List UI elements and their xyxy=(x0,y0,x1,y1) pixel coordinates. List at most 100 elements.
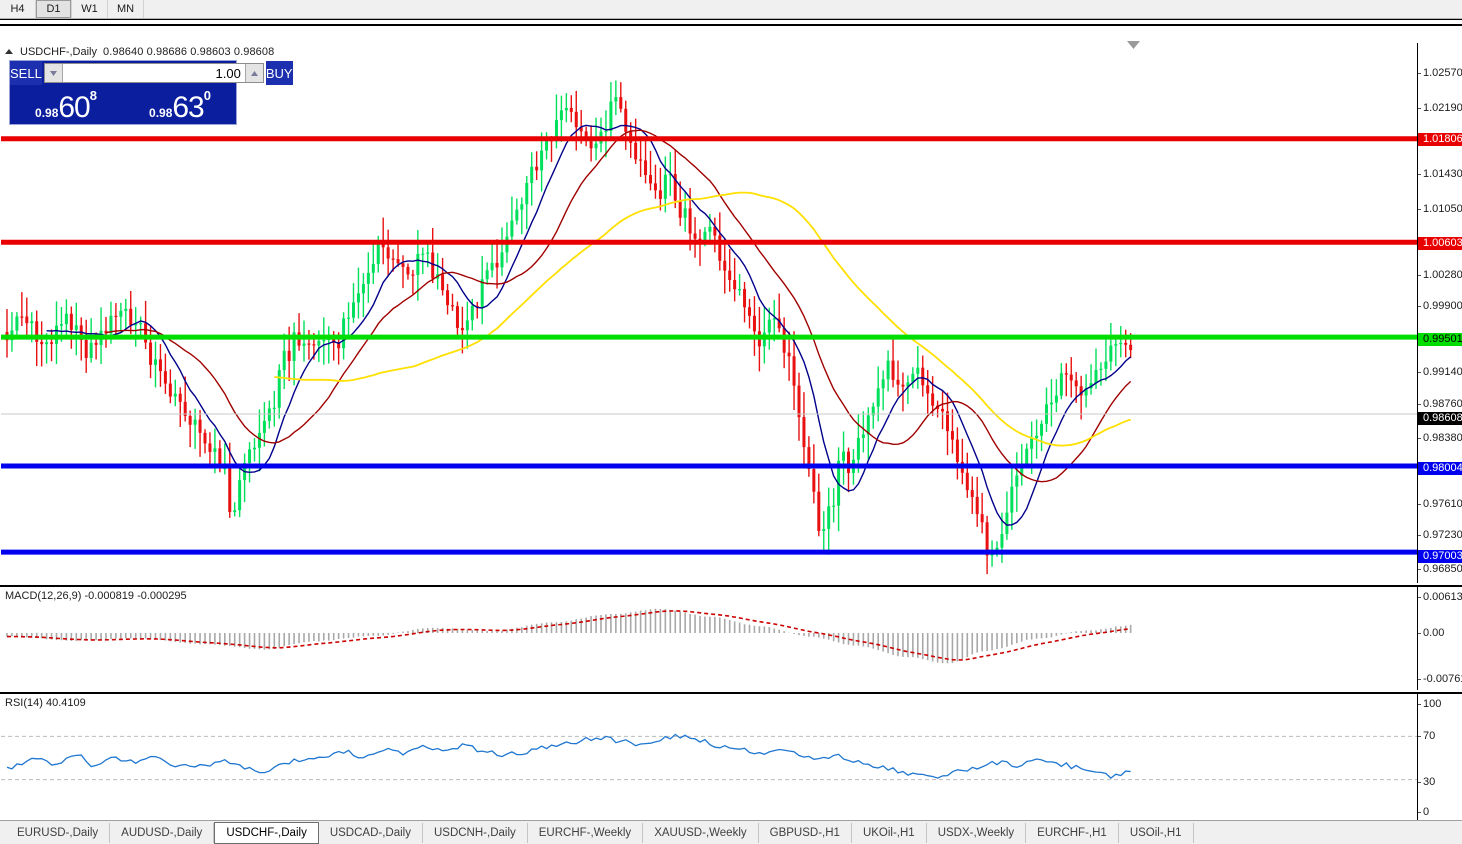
price-level-badge-resistance-2[interactable]: 1.00603 xyxy=(1418,237,1462,250)
price-plot-area[interactable] xyxy=(1,43,1418,583)
window-tab-eurchfh1[interactable]: EURCHF-,H1 xyxy=(1026,822,1119,843)
price-tick xyxy=(1418,275,1421,276)
macd-tick-label: -0.007612 xyxy=(1423,673,1462,685)
price-tick xyxy=(1418,209,1421,210)
price-tick xyxy=(1418,174,1421,175)
rsi-title: RSI(14) 40.4109 xyxy=(5,697,86,709)
macd-scale: 0.00613 0.00 -0.007612 xyxy=(1418,587,1462,690)
price-tick-label: 0.99140 xyxy=(1423,366,1462,378)
sell-price-prefix: 0.98 xyxy=(35,106,59,120)
macd-plot-area[interactable] xyxy=(1,587,1418,690)
volume-input[interactable] xyxy=(62,64,245,82)
price-tick-label: 1.01050 xyxy=(1423,203,1462,215)
spinner-up-icon[interactable] xyxy=(244,64,263,82)
rsi-tick-label: 0 xyxy=(1423,806,1430,818)
rsi-tick xyxy=(1418,812,1421,813)
macd-title: MACD(12,26,9) -0.000819 -0.000295 xyxy=(5,590,187,602)
timeframe-d1[interactable]: D1 xyxy=(36,0,72,18)
rsi-tick xyxy=(1418,782,1421,783)
price-level-badge-support-2[interactable]: 0.97003 xyxy=(1418,550,1462,563)
window-tab-usdchfdaily[interactable]: USDCHF-,Daily xyxy=(214,821,319,844)
buy-price-prefix: 0.98 xyxy=(149,106,173,120)
price-level-badge-resistance-1[interactable]: 1.01806 xyxy=(1418,133,1462,146)
sell-label[interactable]: SELL xyxy=(10,61,42,85)
price-tick xyxy=(1418,569,1421,570)
window-tab-gbpusdh1[interactable]: GBPUSD-,H1 xyxy=(759,822,852,843)
macd-tick xyxy=(1418,633,1421,634)
sell-price-sup: 8 xyxy=(89,88,97,103)
price-tick xyxy=(1418,372,1421,373)
buy-price-big: 63 xyxy=(172,91,204,124)
rsi-tick-label: 100 xyxy=(1423,698,1442,710)
oct-top-row: SELL BUY xyxy=(10,61,293,85)
price-tick xyxy=(1418,73,1421,74)
price-tick xyxy=(1418,108,1421,109)
timeframe-mn[interactable]: MN xyxy=(108,0,144,18)
scroll-position-triangle-icon[interactable] xyxy=(1127,41,1140,49)
price-tick xyxy=(1418,404,1421,405)
macd-chart-svg xyxy=(6,608,1132,664)
price-level-badge-pivot[interactable]: 0.99501 xyxy=(1418,333,1462,346)
price-tick xyxy=(1418,535,1421,536)
window-tab-eurchfweekly[interactable]: EURCHF-,Weekly xyxy=(528,822,644,843)
window-tab-usdcaddaily[interactable]: USDCAD-,Daily xyxy=(319,822,423,843)
spinner-down-icon[interactable] xyxy=(44,64,63,82)
timeframe-toolbar: H4 D1 W1 MN xyxy=(0,0,1462,19)
price-tick-label: 0.97610 xyxy=(1423,498,1462,510)
price-tick-label: 0.97230 xyxy=(1423,529,1462,541)
chart-border xyxy=(0,24,1462,821)
price-level-badge-current-price[interactable]: 0.98608 xyxy=(1418,412,1462,425)
price-chart-svg xyxy=(1,80,1417,575)
rsi-tick xyxy=(1418,704,1421,705)
one-click-trading-panel: SELL BUY 0.98 60 8 xyxy=(9,60,293,125)
chart-window-tabbar: EURUSD-,Daily AUDUSD-,Daily USDCHF-,Daily U… xyxy=(0,820,1462,844)
macd-pane[interactable]: MACD(12,26,9) -0.000819 -0.000295 0.0061… xyxy=(0,585,1462,690)
price-scale[interactable]: 1.02570 1.02190 1.01430 1.01050 1.00280 0.999… xyxy=(1418,43,1462,583)
price-tick-label: 1.02190 xyxy=(1423,102,1462,114)
rsi-tick-label: 30 xyxy=(1423,776,1436,788)
chart-ohlc-values: 0.98640 0.98686 0.98603 0.98608 xyxy=(103,46,275,58)
window-tab-usdxweekly[interactable]: USDX-,Weekly xyxy=(927,822,1027,843)
window-tab-usdcnhdaily[interactable]: USDCNH-,Daily xyxy=(423,822,528,843)
price-tick xyxy=(1418,504,1421,505)
price-tick-label: 1.02570 xyxy=(1423,67,1462,79)
price-tick xyxy=(1418,438,1421,439)
rsi-plot-area[interactable] xyxy=(1,694,1418,820)
symbol-header: USDCHF-,Daily 0.98640 0.98686 0.98603 0.… xyxy=(4,45,274,59)
timeframe-h4[interactable]: H4 xyxy=(0,0,36,18)
rsi-chart-svg xyxy=(1,733,1417,781)
macd-tick-label: 0.00 xyxy=(1423,627,1445,639)
price-tick-label: 0.99900 xyxy=(1423,300,1462,312)
price-level-badge-support-1[interactable]: 0.98004 xyxy=(1418,462,1462,475)
buy-label[interactable]: BUY xyxy=(265,61,293,85)
rsi-tick-label: 70 xyxy=(1423,730,1436,742)
collapse-triangle-icon[interactable] xyxy=(4,47,14,57)
rsi-scale: 100 70 30 0 xyxy=(1418,694,1462,820)
volume-field-wrapper xyxy=(43,63,264,83)
buy-price-button[interactable]: 0.98 63 0 xyxy=(124,85,236,124)
macd-tick xyxy=(1418,597,1421,598)
price-tick-label: 1.01430 xyxy=(1423,168,1462,180)
price-tick-label: 0.98380 xyxy=(1423,432,1462,444)
window-tab-ukoilh1[interactable]: UKOil-,H1 xyxy=(852,822,927,843)
price-pane[interactable]: 1.02570 1.02190 1.01430 1.01050 1.00280 0.999… xyxy=(0,43,1462,583)
price-tick-label: 1.00280 xyxy=(1423,269,1462,281)
window-tab-audusddaily[interactable]: AUDUSD-,Daily xyxy=(110,822,215,843)
macd-tick xyxy=(1418,679,1421,680)
chart-frame: USDCHF-,Daily 0.98640 0.98686 0.98603 0.… xyxy=(0,19,1462,840)
macd-tick-label: 0.00613 xyxy=(1423,591,1462,603)
price-tick-label: 0.96850 xyxy=(1423,563,1462,575)
timeframe-w1[interactable]: W1 xyxy=(72,0,108,18)
buy-price-sup: 0 xyxy=(203,88,211,103)
rsi-tick xyxy=(1418,736,1421,737)
oct-price-row: 0.98 60 8 0.98 63 0 xyxy=(10,85,236,124)
sell-price-button[interactable]: 0.98 60 8 xyxy=(10,85,124,124)
window-tab-eurusddaily[interactable]: EURUSD-,Daily xyxy=(6,822,111,843)
window-tab-usoilh1[interactable]: USOil-,H1 xyxy=(1119,822,1194,843)
toolbar-empty-area xyxy=(144,0,1462,18)
price-tick xyxy=(1418,306,1421,307)
rsi-pane[interactable]: RSI(14) 40.4109 100 70 30 0 xyxy=(0,692,1462,820)
price-tick-label: 0.98760 xyxy=(1423,398,1462,410)
window-tab-xauusdweekly[interactable]: XAUUSD-,Weekly xyxy=(643,822,759,843)
